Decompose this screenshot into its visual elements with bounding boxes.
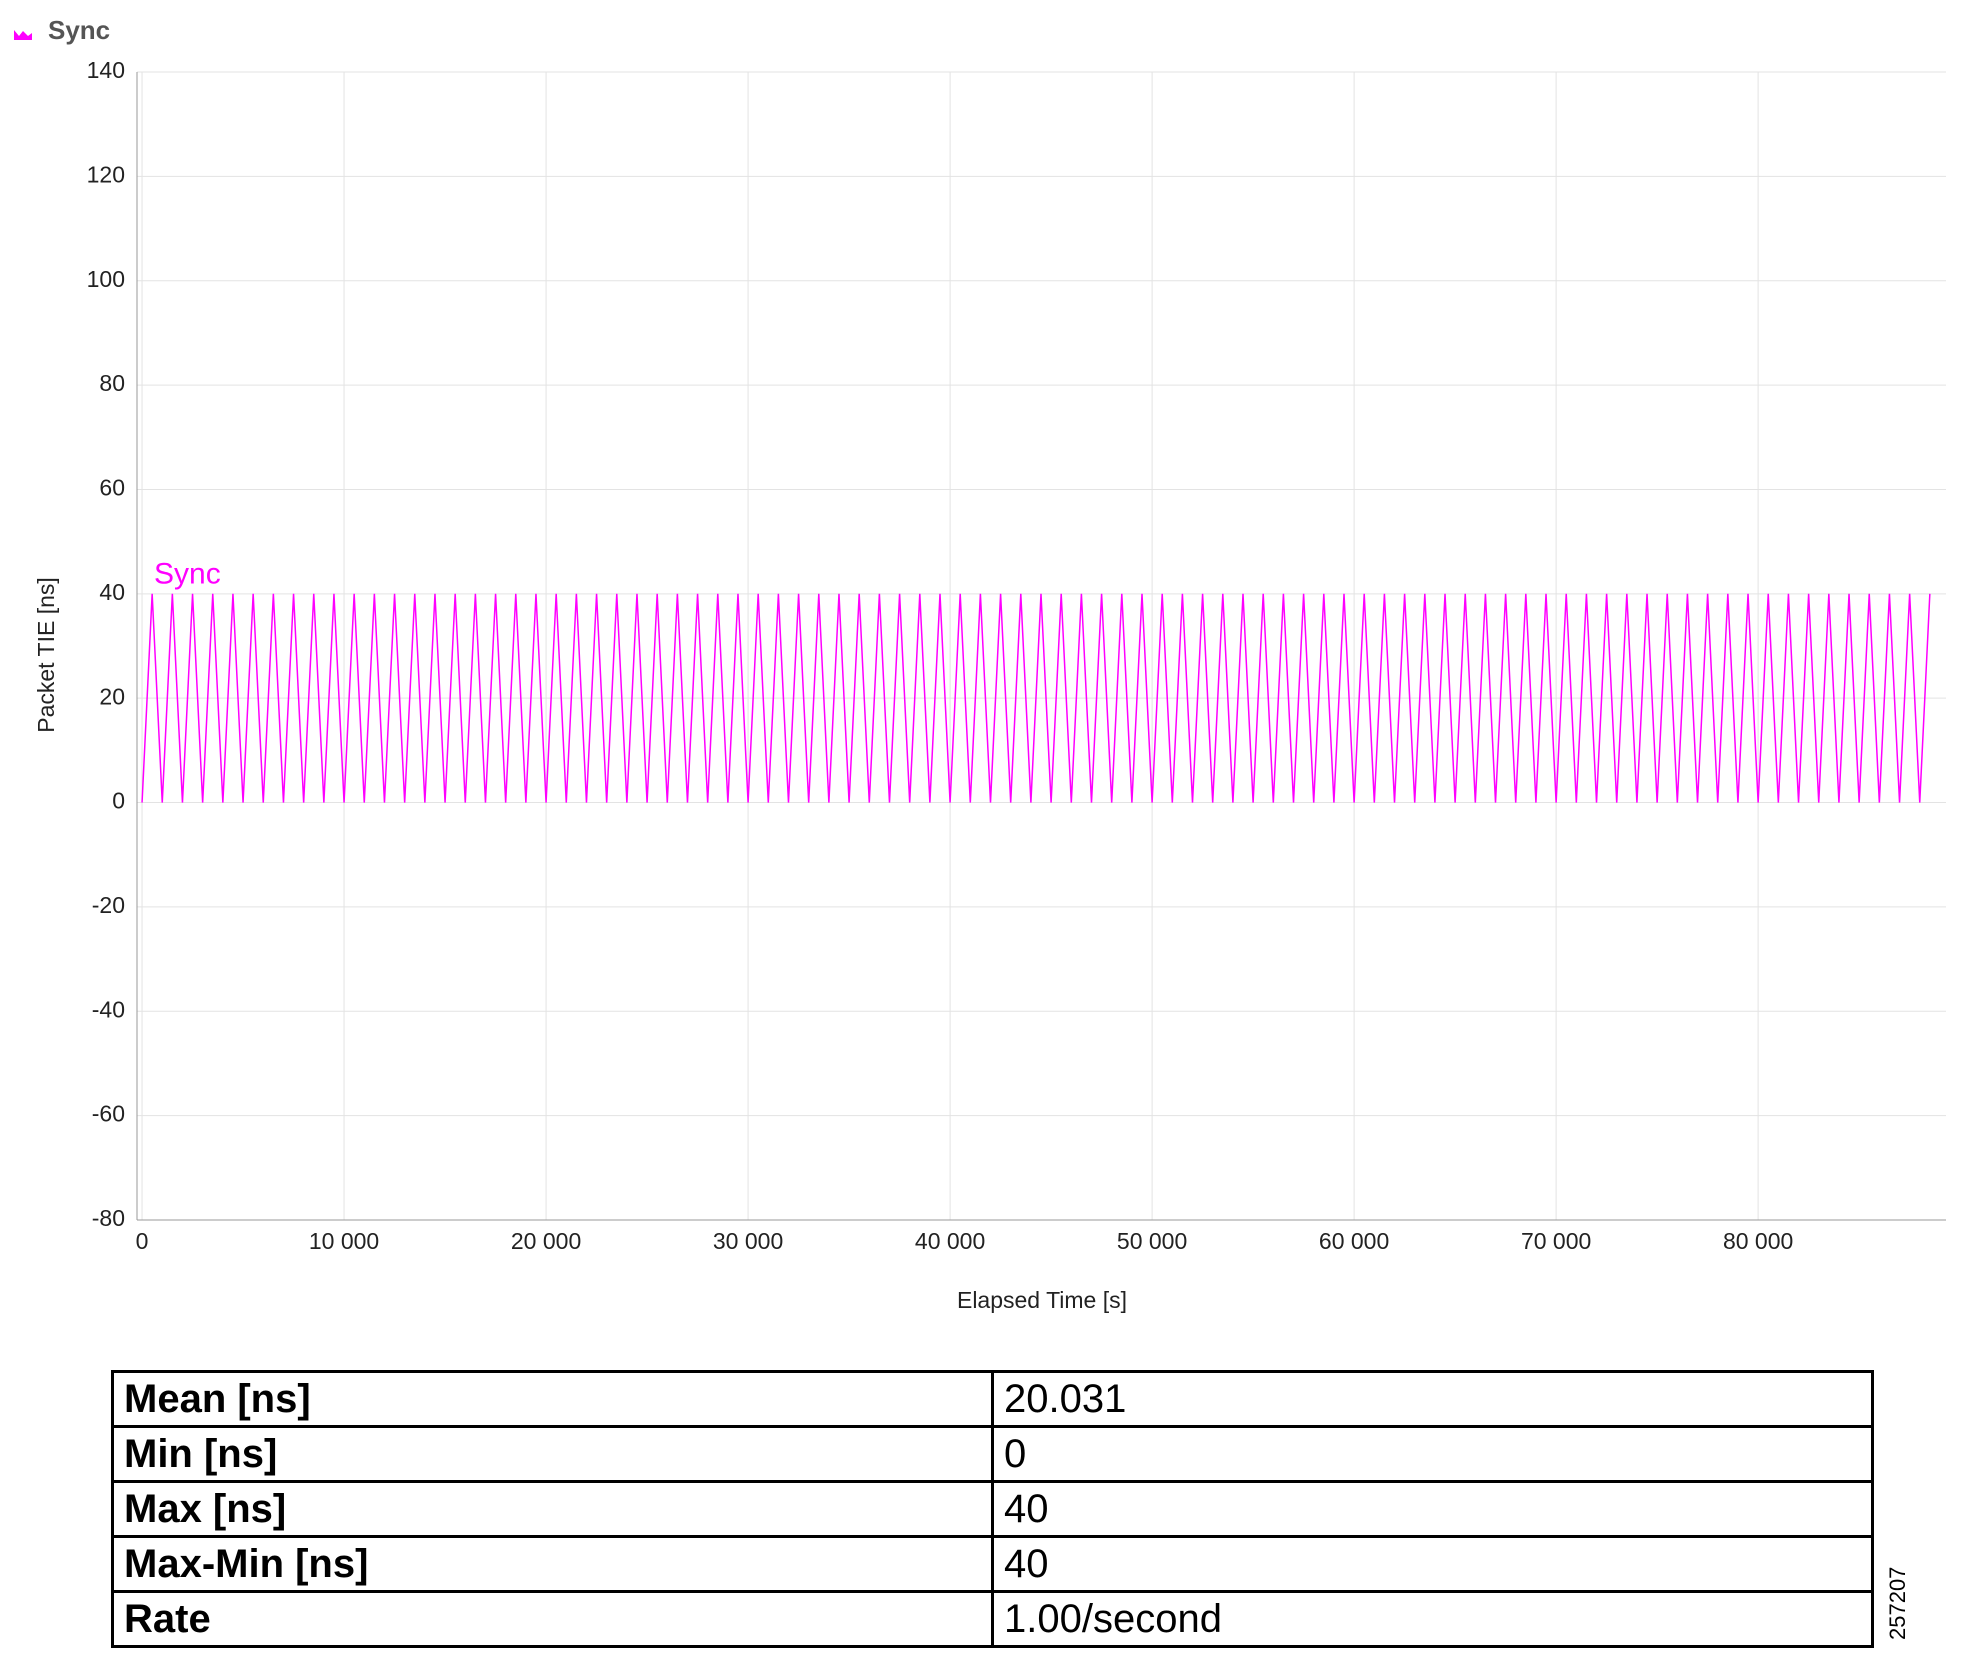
- x-tick-label: 20 000: [511, 1228, 581, 1254]
- y-tick-label: 100: [87, 266, 125, 292]
- row-value: 0: [991, 1425, 1874, 1483]
- x-tick-label: 80 000: [1723, 1228, 1793, 1254]
- legend-label: Sync: [154, 558, 221, 591]
- row-value: 40: [991, 1480, 1874, 1538]
- y-tick-label: 120: [87, 161, 125, 187]
- y-tick-label: 60: [99, 475, 125, 501]
- y-tick-label: 140: [87, 57, 125, 83]
- row-label: Max-Min [ns]: [111, 1535, 994, 1593]
- x-tick-label: 40 000: [915, 1228, 985, 1254]
- header-title: Sync: [48, 15, 110, 45]
- table-row: Max [ns] 40: [111, 1480, 1874, 1538]
- x-tick-label: 60 000: [1319, 1228, 1389, 1254]
- table-row: Min [ns] 0: [111, 1425, 1874, 1483]
- table-row: Max-Min [ns] 40: [111, 1535, 1874, 1593]
- row-label: Rate: [111, 1590, 994, 1648]
- row-label: Max [ns]: [111, 1480, 994, 1538]
- x-tick-label: 0: [136, 1228, 149, 1254]
- x-tick-label: 70 000: [1521, 1228, 1591, 1254]
- figure-id: 257207: [1885, 1566, 1910, 1640]
- row-label: Min [ns]: [111, 1425, 994, 1483]
- y-tick-label: 20: [99, 683, 125, 709]
- chart: Sync Elapsed Time [s] Packet TIE [ns] -8…: [14, 15, 1946, 1313]
- row-label: Mean [ns]: [111, 1370, 994, 1428]
- row-value: 1.00/second: [991, 1590, 1874, 1648]
- y-tick-label: -40: [92, 996, 125, 1022]
- stats-table: Mean [ns] 20.031 Min [ns] 0 Max [ns] 40 Max-Mi…: [111, 1370, 1874, 1648]
- row-value: 20.031: [991, 1370, 1874, 1428]
- y-tick-label: 40: [99, 579, 125, 605]
- y-axis-title: Packet TIE [ns]: [33, 577, 59, 733]
- x-tick-label: 50 000: [1117, 1228, 1187, 1254]
- x-axis-title: Elapsed Time [s]: [957, 1287, 1127, 1313]
- row-value: 40: [991, 1535, 1874, 1593]
- chart-icon: [14, 30, 32, 40]
- y-tick-label: -20: [92, 892, 125, 918]
- x-tick-label: 30 000: [713, 1228, 783, 1254]
- table-row: Mean [ns] 20.031: [111, 1370, 1874, 1428]
- y-tick-label: -60: [92, 1101, 125, 1127]
- x-tick-label: 10 000: [309, 1228, 379, 1254]
- series-line: [141, 593, 1931, 803]
- y-tick-label: -80: [92, 1205, 125, 1231]
- y-tick-label: 80: [99, 370, 125, 396]
- table-row: Rate 1.00/second: [111, 1590, 1874, 1648]
- y-tick-label: 0: [112, 788, 125, 814]
